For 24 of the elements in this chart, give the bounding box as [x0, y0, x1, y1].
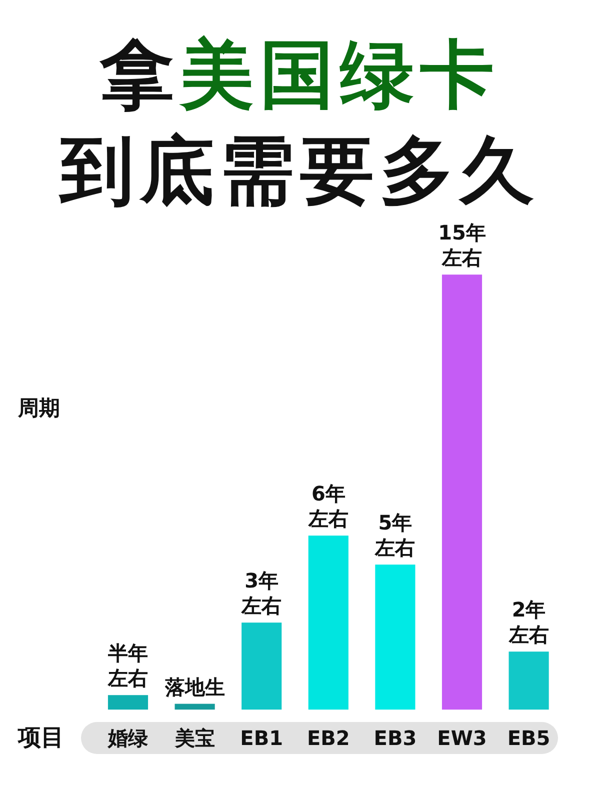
bar [508, 652, 549, 710]
x-tick-label: EB5 [507, 726, 550, 750]
x-tick-label: 婚绿 [107, 726, 148, 750]
data-label: 15年左右 [438, 220, 486, 270]
x-tick-label: EB1 [240, 726, 284, 750]
bar [442, 274, 482, 710]
x-tick-label: EB3 [374, 726, 417, 750]
data-label: 落地生 [164, 674, 225, 699]
chart-title: 拿美国绿卡到底需要多久 [58, 32, 540, 214]
data-label: 6年左右 [307, 482, 348, 531]
data-label: 3年左右 [240, 568, 282, 618]
x-tick-label: 美宝 [174, 726, 215, 750]
x-tick-label: EB2 [306, 726, 350, 750]
data-label: 半年左右 [107, 641, 148, 690]
bar [108, 695, 148, 710]
data-label: 2年左右 [508, 598, 549, 647]
bar [308, 536, 348, 710]
x-axis-title: 项目 [17, 725, 64, 751]
data-label: 5年左右 [374, 510, 416, 560]
x-tick-label: EW3 [437, 726, 487, 750]
bar [375, 564, 416, 710]
bar [174, 704, 215, 710]
y-axis-title: 周期 [17, 396, 60, 420]
bar [242, 622, 282, 710]
